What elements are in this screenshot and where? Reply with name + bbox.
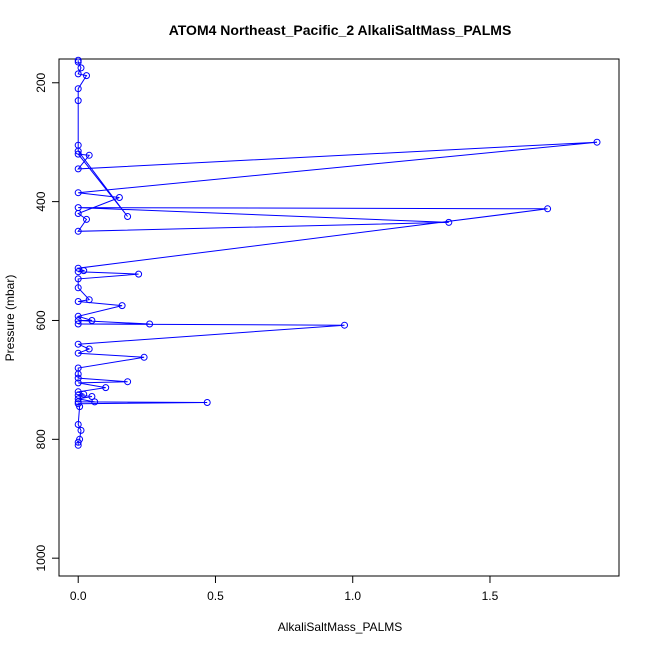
data-point (445, 218, 453, 226)
data-point (74, 349, 82, 357)
data-point (102, 384, 110, 392)
y-axis: 200 400 600 800 1000 (34, 72, 59, 572)
data-point (74, 317, 82, 324)
data-point (74, 210, 82, 217)
data-point (74, 395, 82, 403)
data-point (115, 194, 123, 201)
y-tick-label: 600 (34, 310, 48, 330)
data-point (341, 321, 348, 329)
y-tick-label: 200 (34, 72, 48, 92)
data-point (593, 138, 601, 146)
data-point (88, 393, 96, 400)
data-point (74, 284, 82, 292)
data-point (118, 302, 126, 310)
data-point (76, 435, 84, 443)
data-point (74, 189, 82, 197)
data-point (74, 275, 82, 283)
y-axis-label: Pressure (mbar) (3, 275, 17, 362)
data-point (85, 345, 93, 353)
data-point (77, 64, 85, 72)
data-point (74, 374, 82, 382)
data-points (74, 56, 601, 449)
x-tick-label: 1.5 (482, 589, 499, 603)
data-point (74, 56, 82, 64)
data-point (83, 215, 90, 223)
data-point (74, 85, 82, 93)
data-point (74, 421, 82, 428)
chart-title: ATOM4 Northeast_Pacific_2 AlkaliSaltMass… (169, 22, 512, 38)
data-point (203, 399, 211, 406)
series-line (76, 60, 598, 446)
x-axis-label: AlkaliSaltMass_PALMS (278, 620, 403, 634)
data-point (77, 426, 85, 434)
data-point (74, 312, 82, 320)
x-tick-label: 0.0 (70, 589, 87, 603)
data-point (74, 320, 82, 328)
data-point (85, 296, 93, 304)
data-point (74, 150, 82, 158)
data-point (74, 97, 82, 105)
data-point (74, 364, 82, 372)
data-point (85, 151, 93, 159)
plot-frame (58, 58, 620, 577)
data-point (146, 320, 154, 328)
y-tick-label: 400 (34, 191, 48, 211)
data-point (544, 205, 552, 213)
y-tick-label: 800 (34, 429, 48, 449)
data-point (74, 379, 82, 387)
data-point (74, 340, 82, 348)
data-point (74, 141, 82, 149)
data-point (88, 317, 96, 324)
data-point (140, 353, 148, 361)
data-point (74, 388, 82, 396)
data-point (74, 298, 82, 305)
y-tick-label: 1000 (34, 545, 48, 572)
data-point (74, 70, 82, 78)
data-point (74, 398, 82, 406)
data-point (74, 264, 82, 272)
data-point (74, 227, 82, 235)
data-point (124, 378, 132, 386)
data-point (135, 270, 143, 278)
data-point (124, 213, 132, 220)
data-point (74, 165, 82, 173)
data-point (83, 72, 90, 80)
data-point (91, 398, 99, 406)
x-axis: 0.0 0.5 1.0 1.5 (70, 576, 499, 603)
x-tick-label: 0.5 (207, 589, 224, 603)
x-tick-label: 1.0 (344, 589, 361, 603)
